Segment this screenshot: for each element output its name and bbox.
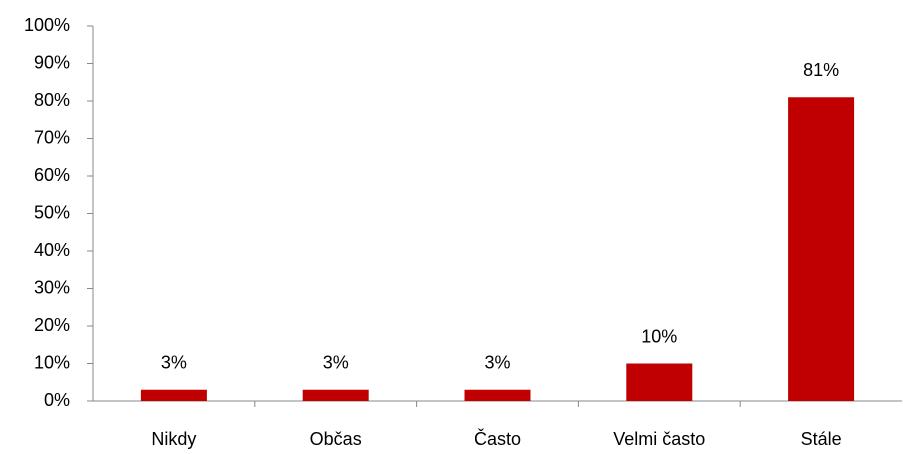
x-tick-label: Velmi často	[613, 429, 705, 449]
value-label: 81%	[803, 60, 839, 80]
value-label: 3%	[323, 353, 349, 373]
y-tick-label: 90%	[34, 52, 70, 72]
value-label: 3%	[484, 353, 510, 373]
x-tick-label: Často	[474, 428, 521, 449]
y-tick-label: 40%	[34, 240, 70, 260]
y-tick-label: 20%	[34, 315, 70, 335]
bar	[302, 389, 369, 401]
bar	[140, 389, 207, 401]
x-tick-label: Občas	[310, 429, 362, 449]
y-tick-label: 100%	[24, 15, 70, 35]
y-tick-label: 70%	[34, 127, 70, 147]
y-tick-label: 60%	[34, 165, 70, 185]
y-tick-label: 30%	[34, 277, 70, 297]
bar	[788, 97, 855, 401]
y-tick-label: 80%	[34, 90, 70, 110]
y-tick-label: 50%	[34, 202, 70, 222]
y-tick-label: 0%	[44, 390, 70, 410]
bar	[626, 363, 693, 401]
x-tick-label: Nikdy	[151, 429, 196, 449]
value-label: 10%	[641, 326, 677, 346]
value-label: 3%	[161, 353, 187, 373]
x-tick-label: Stále	[801, 429, 842, 449]
y-tick-label: 10%	[34, 352, 70, 372]
bar	[464, 389, 531, 401]
